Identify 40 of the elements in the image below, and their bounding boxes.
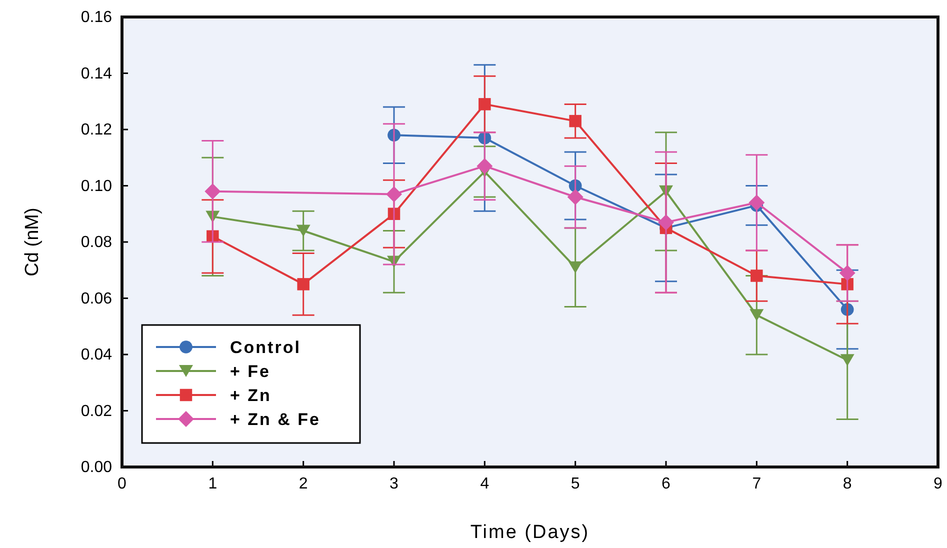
x-tick-label: 6: [662, 475, 671, 492]
point: [476, 158, 493, 174]
point: [840, 354, 854, 366]
point: [839, 264, 856, 281]
y-tick-label: 0.02: [80, 402, 112, 420]
y-tick-label: 0.06: [80, 290, 112, 308]
y-tick-label: 0.12: [80, 122, 112, 139]
legend-label: + Zn: [230, 386, 272, 405]
x-tick-label: 7: [752, 475, 762, 492]
point: [296, 224, 310, 237]
y-tick-label: 0.16: [80, 9, 112, 26]
point: [569, 114, 582, 128]
y-axis-title: Cd (nM): [22, 208, 43, 276]
x-tick-label: 1: [208, 475, 218, 492]
point: [568, 261, 582, 274]
x-tick-label: 4: [480, 475, 490, 492]
x-tick-label: 3: [390, 475, 399, 492]
x-tick-label: 9: [934, 475, 943, 492]
point: [386, 186, 402, 202]
point: [567, 189, 584, 205]
point: [750, 270, 763, 282]
legend-label: + Zn & Fe: [230, 410, 320, 429]
y-tick-label: 0.04: [80, 346, 112, 364]
point: [658, 214, 674, 230]
x-tick-label: 2: [298, 475, 308, 492]
point: [297, 278, 310, 290]
x-axis-title: Time (Days): [470, 522, 590, 543]
point: [750, 309, 764, 322]
y-tick-label: 0.08: [80, 234, 112, 252]
y-tick-label: 0.00: [80, 459, 112, 476]
legend-label: + Fe: [230, 362, 270, 381]
y-tick-label: 0.14: [80, 65, 112, 82]
point: [204, 183, 221, 200]
legend-label: Control: [230, 338, 301, 357]
x-tick-label: 0: [118, 475, 127, 492]
x-tick-label: 5: [570, 475, 580, 492]
point: [748, 194, 765, 211]
point: [478, 98, 491, 110]
y-tick-label: 0.10: [80, 178, 112, 195]
x-tick-label: 8: [842, 475, 852, 492]
